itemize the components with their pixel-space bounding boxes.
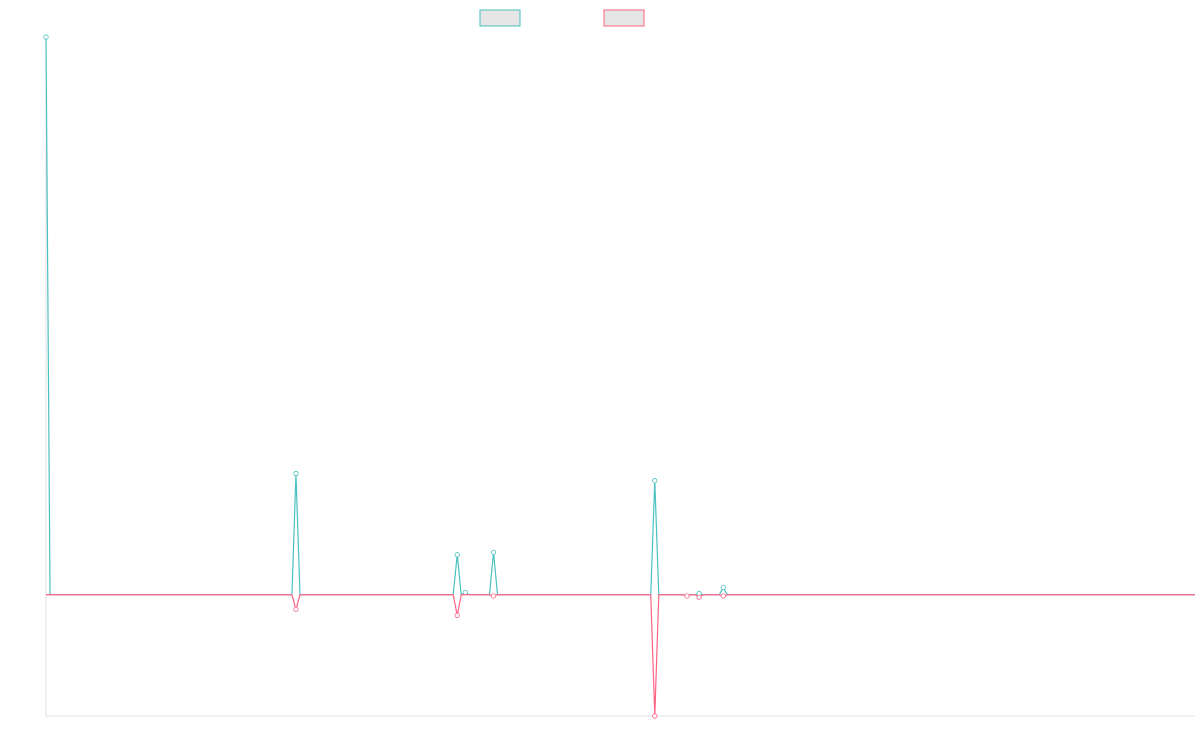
data-point-1-1 (43, 34, 49, 40)
data-point-2-1 (293, 606, 299, 612)
data-point-2-2 (454, 612, 460, 618)
axes (45, 37, 1195, 717)
data-point-2-6 (696, 594, 702, 600)
legend (479, 9, 645, 27)
data-point-2-5 (684, 593, 690, 599)
data-point-1-5 (490, 549, 497, 555)
series-line-2 (46, 594, 1195, 717)
legend-swatch-2 (603, 9, 645, 27)
data-point-1-4 (462, 589, 468, 595)
data-point-2-4 (652, 713, 658, 719)
series-line-1 (45, 36, 1195, 596)
legend-item-2 (603, 9, 645, 27)
legend-item-1 (479, 9, 521, 27)
data-point-1-3 (454, 552, 460, 558)
data-point-1-8 (720, 584, 726, 591)
data-point-1-6 (652, 478, 658, 484)
series-layer (43, 34, 1195, 719)
data-point-2-3 (490, 593, 497, 599)
legend-swatch-1 (479, 9, 521, 27)
data-point-2-7 (720, 593, 726, 599)
data-point-1-2 (293, 470, 299, 477)
